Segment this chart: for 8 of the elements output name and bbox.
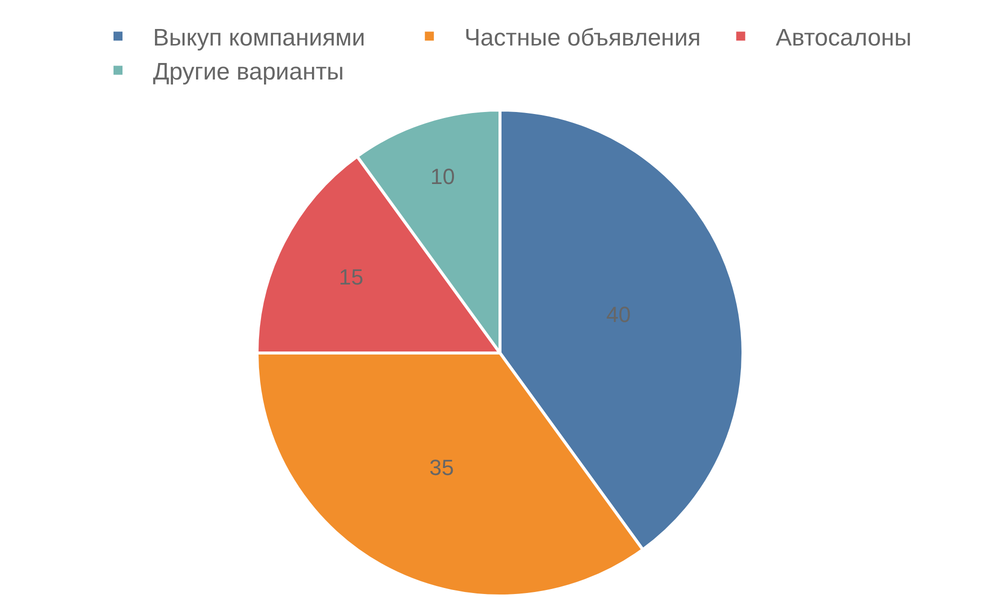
data-label: 10: [430, 164, 455, 189]
legend-label: Частные объявления: [464, 24, 701, 52]
data-label: 40: [606, 302, 631, 328]
legend-label: Автосалоны: [776, 24, 912, 52]
data-label: 15: [338, 264, 364, 290]
data-label: 35: [429, 454, 454, 480]
legend-label: Другие варианты: [153, 58, 344, 86]
legend-label: Выкуп компаниями: [153, 24, 366, 52]
